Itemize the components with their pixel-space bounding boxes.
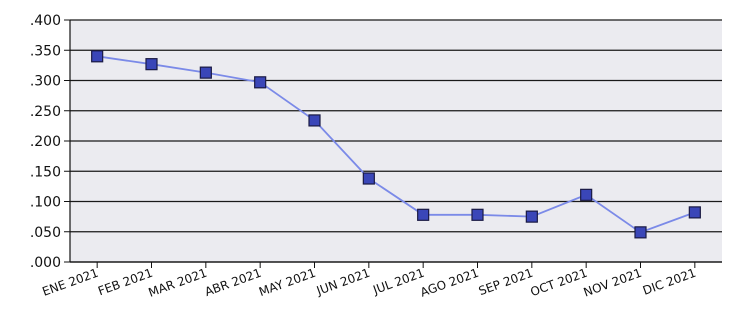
data-point: [580, 188, 593, 201]
y-axis: .000 .050 .100 .150 .200 .250 .300 .350 .400: [30, 13, 71, 271]
series-line: [97, 55, 696, 234]
x-tick-label: NOV 2021: [582, 266, 644, 300]
y-tick-label: .000: [30, 255, 61, 271]
x-tick-label: MAR 2021: [147, 266, 209, 300]
x-tick-label: JUL 2021: [370, 266, 426, 298]
data-point: [362, 172, 375, 185]
x-tick-label: OCT 2021: [528, 266, 589, 300]
data-point: [199, 66, 212, 79]
y-tick-label: .200: [30, 134, 61, 150]
x-tick-label: MAY 2021: [257, 266, 318, 299]
data-point: [308, 114, 321, 127]
y-tick-label: .100: [30, 195, 61, 211]
data-point: [688, 206, 701, 219]
x-tick-label: DIC 2021: [641, 266, 698, 298]
data-point: [471, 208, 484, 221]
y-tick-label: .300: [30, 74, 61, 90]
data-markers: [91, 50, 701, 239]
y-tick-label: .350: [30, 43, 61, 59]
x-tick-label: JUN 2021: [314, 266, 372, 299]
x-tick-label: FEB 2021: [96, 266, 154, 299]
y-tick-label: .150: [30, 164, 61, 180]
data-point: [525, 210, 538, 223]
x-tick-label: ABR 2021: [203, 266, 263, 299]
y-tick-label: .250: [30, 104, 61, 120]
x-tick-label: AGO 2021: [418, 266, 480, 300]
data-point: [254, 76, 267, 89]
y-tick-label: .050: [30, 225, 61, 241]
y-tick-label: .400: [30, 13, 61, 29]
data-point: [91, 50, 104, 63]
data-point: [634, 226, 647, 239]
data-point: [145, 58, 158, 71]
x-tick-label: SEP 2021: [477, 266, 535, 299]
data-point: [417, 208, 430, 221]
